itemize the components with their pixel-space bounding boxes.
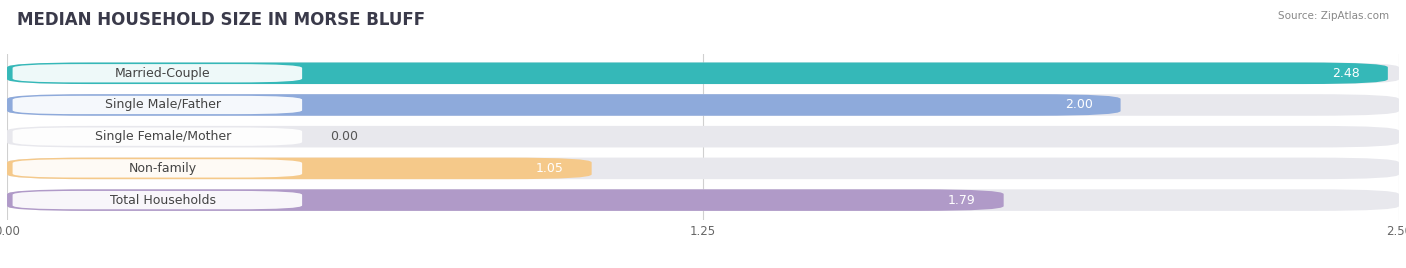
Text: 2.00: 2.00 [1064, 98, 1092, 111]
FancyBboxPatch shape [13, 96, 302, 114]
Text: Single Female/Mother: Single Female/Mother [94, 130, 231, 143]
Text: 0.00: 0.00 [330, 130, 359, 143]
Text: 1.05: 1.05 [536, 162, 564, 175]
Text: 1.79: 1.79 [948, 193, 976, 207]
FancyBboxPatch shape [7, 62, 1388, 84]
FancyBboxPatch shape [7, 62, 1399, 84]
Text: 2.48: 2.48 [1333, 67, 1360, 80]
FancyBboxPatch shape [7, 189, 1399, 211]
FancyBboxPatch shape [13, 64, 302, 83]
FancyBboxPatch shape [7, 126, 1399, 147]
Text: Total Households: Total Households [110, 193, 217, 207]
FancyBboxPatch shape [7, 94, 1399, 116]
Text: MEDIAN HOUSEHOLD SIZE IN MORSE BLUFF: MEDIAN HOUSEHOLD SIZE IN MORSE BLUFF [17, 11, 425, 29]
FancyBboxPatch shape [7, 158, 592, 179]
FancyBboxPatch shape [13, 191, 302, 209]
FancyBboxPatch shape [7, 158, 1399, 179]
Text: Married-Couple: Married-Couple [115, 67, 211, 80]
Text: Non-family: Non-family [129, 162, 197, 175]
FancyBboxPatch shape [7, 94, 1121, 116]
Text: Single Male/Father: Single Male/Father [105, 98, 221, 111]
FancyBboxPatch shape [13, 128, 302, 146]
FancyBboxPatch shape [13, 159, 302, 178]
Text: Source: ZipAtlas.com: Source: ZipAtlas.com [1278, 11, 1389, 21]
FancyBboxPatch shape [7, 189, 1004, 211]
